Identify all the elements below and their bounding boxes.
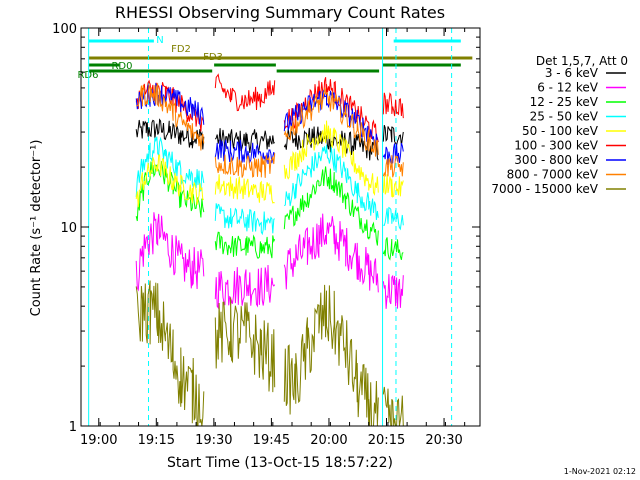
x-tick-label: 19:30 [195,433,232,448]
x-tick-label: 20:30 [425,433,462,448]
state-label-n: N [156,35,163,46]
y-tick-label: 10 [60,221,77,236]
series-line-7 [214,153,276,178]
x-axis-label: Start Time (13-Oct-15 18:57:22) [167,455,393,471]
legend-label: 300 - 800 keV [514,153,598,167]
series-line-1 [214,264,276,310]
x-tick-label: 19:00 [80,433,117,448]
legend-label: 25 - 50 keV [530,110,599,124]
chart-title: RHESSI Observing Summary Count Rates [115,3,445,22]
x-tick-label: 20:15 [368,433,405,448]
series-line-3 [135,136,205,198]
series-line-2 [214,231,276,259]
series-line-0 [214,128,275,154]
series-line-2 [135,161,205,222]
series-line-4 [135,154,205,208]
series-line-4 [382,174,404,198]
footer-timestamp: 1-Nov-2021 02:12 [564,467,636,476]
series-line-1 [283,213,379,293]
series-line-1 [382,274,404,309]
x-tick-label: 19:45 [253,433,290,448]
series-line-4 [283,120,379,196]
observing-state-bars: N FD2 FD3 RD0 RD6 [77,35,473,81]
series-line-7 [136,83,205,151]
series-line-6 [382,142,404,166]
legend-label: 800 - 7000 keV [507,168,599,182]
series-line-4 [214,174,275,204]
state-label-rd0: RD0 [111,61,132,72]
series-lines [135,73,404,427]
y-axis-label: Count Rate (s⁻¹ detector⁻¹) [29,140,44,317]
series-line-6 [135,82,205,126]
x-tick-label: 20:00 [310,433,347,448]
series-line-2 [382,237,404,261]
series-line-8 [382,386,404,427]
series-line-0 [382,125,404,147]
legend-label: 50 - 100 keV [522,124,599,138]
x-axis: 19:00 19:15 19:30 19:45 20:00 20:15 20:30 [80,28,466,448]
y-tick-label: 100 [52,22,77,37]
series-line-2 [283,166,379,246]
legend-label: 12 - 25 keV [530,95,599,109]
series-line-6 [214,139,276,164]
series-line-7 [382,155,404,178]
series-line-8 [135,280,205,427]
series-line-8 [283,284,379,427]
state-label-fd2: FD2 [171,44,191,55]
series-line-8 [214,297,276,393]
series-line-0 [283,126,379,161]
x-tick-label: 19:15 [138,433,175,448]
series-line-5 [382,92,404,119]
series-line-3 [214,203,276,236]
series-line-5 [135,79,205,132]
legend-label: 6 - 12 keV [537,81,599,95]
legend-label: 3 - 6 keV [545,66,599,80]
series-line-1 [135,212,205,292]
legend-label: 100 - 300 keV [514,139,598,153]
y-tick-label: 1 [69,420,77,435]
series-line-0 [135,118,205,150]
y-axis: 1 10 100 [52,22,480,435]
legend-label: 7000 - 15000 keV [491,182,598,196]
series-line-3 [383,206,404,231]
state-label-rd6: RD6 [77,70,98,81]
legend-title: Det 1,5,7, Att 0 [536,54,628,68]
state-label-fd3: FD3 [203,52,223,63]
series-line-5 [214,73,276,112]
series-line-7 [283,88,379,157]
series-line-3 [284,144,379,221]
